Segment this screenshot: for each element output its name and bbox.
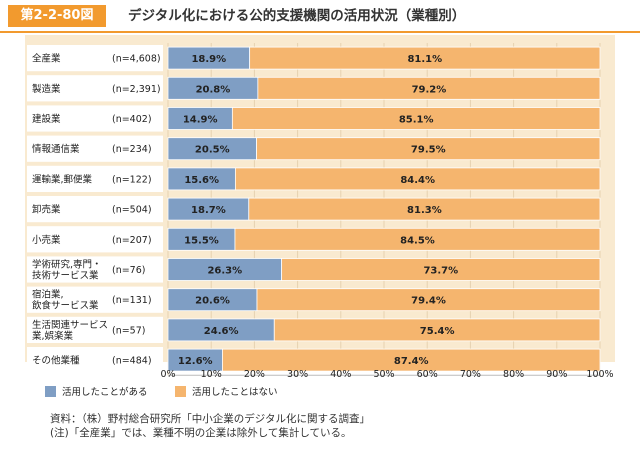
x-tick-label: 10% [201, 369, 222, 380]
category-label: 運輸業,郵便業 [32, 173, 93, 185]
source-notes: 資料：（株）野村総合研究所「中小企業のデジタル化に関する調査」 (注)「全産業」… [50, 412, 370, 440]
category-label-box [27, 135, 163, 162]
category-label: その他業種 [32, 355, 80, 367]
bar-not-used [281, 258, 601, 281]
data-label-not-used: 75.4% [420, 326, 455, 337]
category-n-label: (n=484) [112, 356, 152, 367]
data-label-not-used: 87.4% [394, 356, 429, 367]
note-text: (注)「全産業」では、業種不明の企業は除外して集計している。 [50, 427, 352, 439]
bar-not-used [231, 107, 601, 130]
bar-not-used [234, 167, 601, 191]
category-n-label: (n=122) [112, 174, 152, 185]
data-label-not-used: 81.3% [407, 205, 442, 216]
x-tick-label: 80% [503, 369, 524, 380]
data-label-not-used: 81.1% [407, 54, 442, 65]
x-tick-label: 0% [160, 369, 175, 380]
data-label-not-used: 84.4% [400, 175, 435, 186]
category-label-box [27, 75, 163, 102]
data-label-used: 20.6% [195, 296, 230, 307]
legend: 活用したことがある 活用したことはない [0, 384, 640, 400]
data-label-not-used: 84.5% [400, 235, 435, 246]
category-n-label: (n=402) [112, 114, 152, 125]
bar-not-used [249, 46, 601, 70]
category-label-box [27, 316, 163, 343]
data-label-used: 18.9% [191, 54, 226, 65]
data-label-used: 12.6% [178, 356, 213, 367]
x-tick-label: 30% [287, 369, 308, 380]
legend-item-not-used: 活用したことはない [175, 384, 278, 398]
category-n-label: (n=504) [112, 205, 152, 216]
data-label-used: 24.6% [204, 326, 239, 337]
category-label: 宿泊業,飲食サービス業 [32, 289, 99, 312]
category-n-label: (n=76) [112, 265, 145, 276]
bar-not-used [222, 348, 601, 372]
x-tick-label: 100% [586, 369, 613, 380]
category-n-label: (n=131) [112, 295, 152, 306]
category-n-label: (n=234) [112, 144, 152, 155]
category-label-box [27, 196, 163, 223]
bar-not-used [256, 288, 601, 312]
bar-not-used [257, 76, 601, 100]
bar-not-used [273, 318, 601, 342]
data-label-not-used: 79.2% [412, 84, 447, 95]
legend-item-used: 活用したことがある [45, 384, 148, 398]
legend-label-used: 活用したことがある [62, 387, 148, 398]
figure-title: デジタル化における公的支援機関の活用状況（業種別） [128, 8, 466, 24]
stacked-bar-chart: 全産業 (n=4,608) 18.9% 81.1% 製造業 (n=2,391) 20.8% 7… [27, 43, 614, 380]
x-tick-label: 50% [373, 369, 394, 380]
source-text: 資料：（株）野村総合研究所「中小企業のデジタル化に関する調査」 [50, 413, 371, 425]
data-label-used: 15.5% [184, 235, 219, 246]
category-label-box [27, 226, 163, 253]
category-label: 全産業 [32, 53, 61, 65]
x-tick-label: 60% [417, 369, 438, 380]
category-label: 卸売業 [32, 204, 61, 216]
legend-label-not-used: 活用したことはない [192, 387, 278, 398]
category-n-label: (n=57) [112, 325, 145, 336]
data-label-not-used: 73.7% [423, 266, 458, 277]
category-label: 情報通信業 [32, 143, 80, 155]
data-label-used: 14.9% [183, 115, 218, 126]
x-tick-label: 70% [460, 369, 481, 380]
category-label: 建設業 [32, 113, 61, 125]
header-divider [0, 31, 640, 33]
legend-swatch-not-used [175, 385, 186, 397]
category-label-box [27, 256, 163, 283]
category-n-label: (n=4,608) [112, 54, 161, 65]
data-label-used: 20.8% [196, 84, 231, 95]
x-tick-label: 90% [546, 369, 567, 380]
category-label-box [27, 165, 163, 192]
figure-header: 第2-2-80図 デジタル化における公的支援機関の活用状況（業種別） [0, 0, 640, 32]
data-label-used: 15.6% [184, 175, 219, 186]
bar-not-used [234, 227, 601, 251]
data-label-used: 20.5% [195, 145, 230, 156]
data-label-not-used: 85.1% [399, 115, 434, 126]
x-tick-label: 40% [330, 369, 351, 380]
data-label-not-used: 79.4% [411, 296, 446, 307]
data-label-not-used: 79.5% [411, 145, 446, 156]
category-label: 製造業 [32, 83, 61, 95]
category-label-box [27, 347, 163, 374]
category-label: 小売業 [32, 234, 61, 246]
data-label-used: 26.3% [207, 266, 242, 277]
x-tick-label: 20% [244, 369, 265, 380]
legend-swatch-used [45, 385, 56, 397]
bar-not-used [248, 197, 601, 221]
data-label-used: 18.7% [191, 205, 226, 216]
category-label: 学術研究,専門・技術サービス業 [32, 259, 102, 282]
category-n-label: (n=2,391) [112, 84, 161, 95]
category-label-box [27, 105, 163, 132]
bar-not-used [256, 137, 601, 161]
category-label-box [27, 286, 163, 313]
category-label-box [27, 45, 163, 72]
category-label: 生活関連サービス業,娯楽業 [32, 319, 108, 342]
figure-label: 第2-2-80図 [8, 5, 106, 27]
category-n-label: (n=207) [112, 235, 152, 246]
